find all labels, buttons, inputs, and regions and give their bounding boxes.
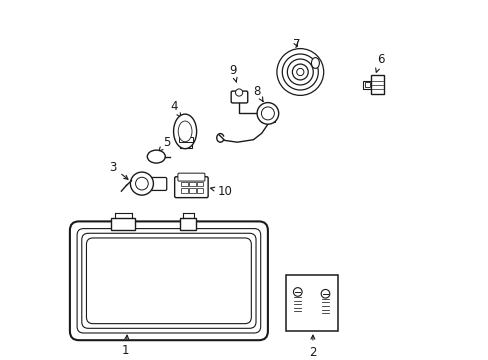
Bar (362, 81, 370, 89)
FancyBboxPatch shape (92, 244, 245, 318)
Bar (197, 182, 203, 186)
Bar (189, 188, 195, 193)
Bar (197, 188, 203, 193)
FancyBboxPatch shape (174, 177, 208, 198)
FancyBboxPatch shape (70, 221, 267, 340)
Text: 6: 6 (375, 53, 384, 72)
Polygon shape (179, 218, 196, 230)
FancyBboxPatch shape (231, 91, 247, 103)
Bar (179, 137, 193, 142)
Text: 10: 10 (210, 185, 232, 198)
Text: 7: 7 (292, 39, 300, 51)
Ellipse shape (178, 121, 192, 142)
Text: 8: 8 (253, 85, 263, 102)
Polygon shape (111, 218, 134, 230)
Bar (189, 182, 195, 186)
FancyBboxPatch shape (144, 177, 166, 190)
Text: 9: 9 (229, 64, 237, 82)
Circle shape (321, 289, 329, 298)
Ellipse shape (173, 114, 196, 149)
FancyBboxPatch shape (178, 173, 204, 181)
Circle shape (296, 68, 303, 76)
Bar (181, 182, 187, 186)
Bar (181, 188, 187, 193)
Circle shape (135, 177, 148, 190)
Ellipse shape (311, 58, 319, 68)
Text: 2: 2 (308, 335, 316, 359)
Circle shape (293, 288, 302, 296)
Text: 4: 4 (170, 100, 181, 118)
Text: 3: 3 (109, 161, 128, 179)
Bar (365, 82, 370, 87)
Bar (180, 140, 192, 148)
Circle shape (261, 107, 274, 120)
Bar (285, 275, 337, 331)
Text: 5: 5 (158, 136, 170, 152)
Circle shape (235, 89, 242, 96)
Bar (261, 115, 274, 122)
Ellipse shape (147, 150, 165, 163)
Bar (370, 75, 384, 94)
Circle shape (257, 103, 278, 124)
Text: 1: 1 (122, 335, 129, 357)
Circle shape (130, 172, 153, 195)
